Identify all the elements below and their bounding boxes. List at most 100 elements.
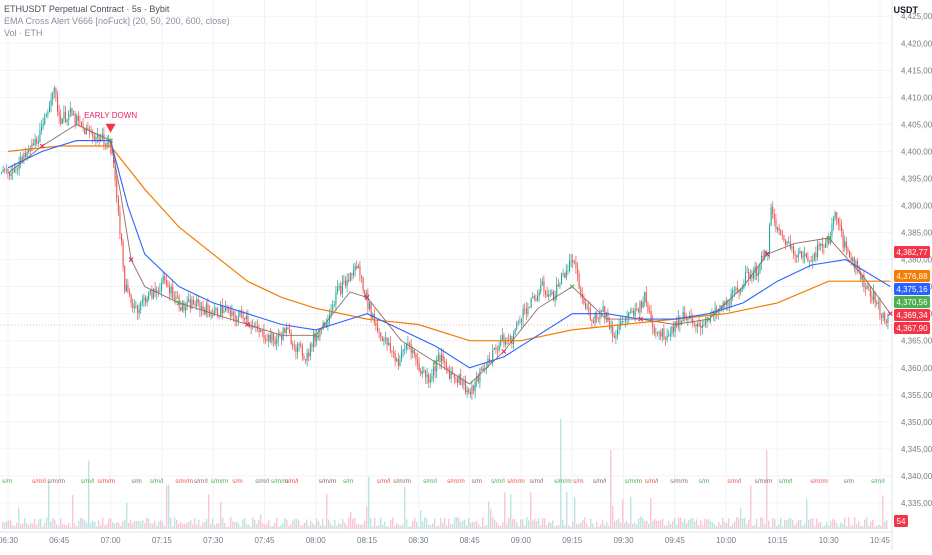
price-tag-label: 4,376,88 (896, 272, 928, 281)
candle-body (820, 243, 822, 246)
volume-bar (94, 521, 96, 529)
signal-label: s/m (472, 478, 482, 485)
candle-body (490, 361, 492, 363)
candle-body (711, 311, 713, 316)
candle-body (505, 339, 507, 345)
candle-body (617, 329, 619, 336)
volume-bar (160, 520, 162, 529)
candle-body (866, 286, 868, 289)
volume-bar (232, 521, 234, 529)
candle-body (377, 325, 379, 332)
candle-body (521, 318, 523, 323)
volume-bar (234, 522, 236, 529)
candle-body (796, 255, 798, 258)
volume-bar (416, 521, 418, 529)
volume-bar (166, 485, 168, 529)
candle-body (769, 225, 771, 252)
candle-body (340, 285, 342, 294)
candle-body (644, 292, 646, 303)
legend-indicator-ema[interactable]: EMA Cross Alert V666 [noFuck] (20, 50, 2… (4, 16, 230, 26)
volume-bar (622, 499, 624, 529)
candle-body (308, 352, 310, 357)
volume-bar (322, 518, 324, 529)
candle-body (567, 270, 569, 272)
candle-body (233, 311, 235, 315)
legend-indicator-volume[interactable]: Vol · ETH (4, 28, 43, 38)
candle-body (332, 304, 334, 311)
candle-body (585, 303, 587, 309)
volume-bar (450, 524, 452, 529)
currency-label[interactable]: USDT (893, 5, 919, 15)
volume-bar (512, 519, 514, 529)
volume-bar (108, 518, 110, 529)
candle-body (138, 309, 140, 313)
candle-body (580, 288, 582, 295)
volume-bar (682, 522, 684, 529)
candle-body (116, 179, 118, 198)
volume-bar (262, 523, 264, 529)
candle-body (129, 291, 131, 296)
candle-body (242, 313, 244, 318)
volume-bar (54, 519, 56, 529)
volume-bar (18, 507, 20, 529)
candle-body (42, 124, 44, 127)
volume-bar (34, 518, 36, 529)
candle-body (650, 311, 652, 323)
volume-bar (106, 523, 108, 529)
candle-body (471, 385, 473, 394)
y-tick-label: 4,365,00 (901, 337, 932, 346)
candle-body (162, 276, 164, 283)
candle-body (346, 279, 348, 286)
signal-label: s/m/m (507, 478, 525, 485)
volume-bar (786, 520, 788, 529)
volume-bar (770, 526, 772, 529)
candle-body (593, 321, 595, 323)
volume-bar (534, 518, 536, 529)
candle-body (124, 266, 126, 292)
volume-bar (222, 517, 224, 529)
candle-body (873, 291, 875, 300)
candle-body (87, 128, 89, 130)
candle-body (77, 115, 79, 121)
candle-body (173, 298, 175, 300)
legend-symbol[interactable]: ETHUSDT Perpetual Contract · 5s · Bybit (4, 4, 170, 14)
volume-bar (482, 517, 484, 529)
volume-bar (414, 517, 416, 529)
signal-label: s/m/l (491, 478, 505, 485)
candle-body (98, 135, 100, 142)
candle-body (484, 368, 486, 369)
candle-body (226, 307, 228, 310)
volume-bar (684, 518, 686, 529)
candle-body (218, 315, 220, 317)
volume-bar (532, 520, 534, 529)
candle-body (52, 91, 54, 100)
candle-body (812, 260, 814, 262)
volume-bar (228, 526, 230, 529)
candle-body (637, 308, 639, 313)
candle-body (245, 315, 247, 320)
candle-body (231, 311, 233, 316)
candle-body (645, 292, 647, 304)
candle-body (417, 360, 419, 364)
volume-tag-label: 54 (897, 517, 906, 526)
volume-bar (560, 418, 562, 529)
candle-body (161, 282, 163, 291)
candle-body (572, 259, 574, 263)
candle-body (825, 242, 827, 248)
x-tick-label: 08:30 (408, 536, 429, 545)
volume-bar (596, 521, 598, 529)
candle-body (695, 323, 697, 327)
volume-bar (66, 525, 68, 529)
volume-bar (230, 517, 232, 529)
price-tag-label: 4,367,90 (896, 324, 928, 333)
candle-body (180, 307, 182, 311)
candle-body (274, 339, 276, 344)
volume-bar (122, 521, 124, 529)
candle-body (433, 366, 435, 376)
volume-bar (500, 525, 502, 529)
volume-bar (672, 520, 674, 529)
candle-body (228, 309, 230, 310)
candle-body (500, 340, 502, 346)
